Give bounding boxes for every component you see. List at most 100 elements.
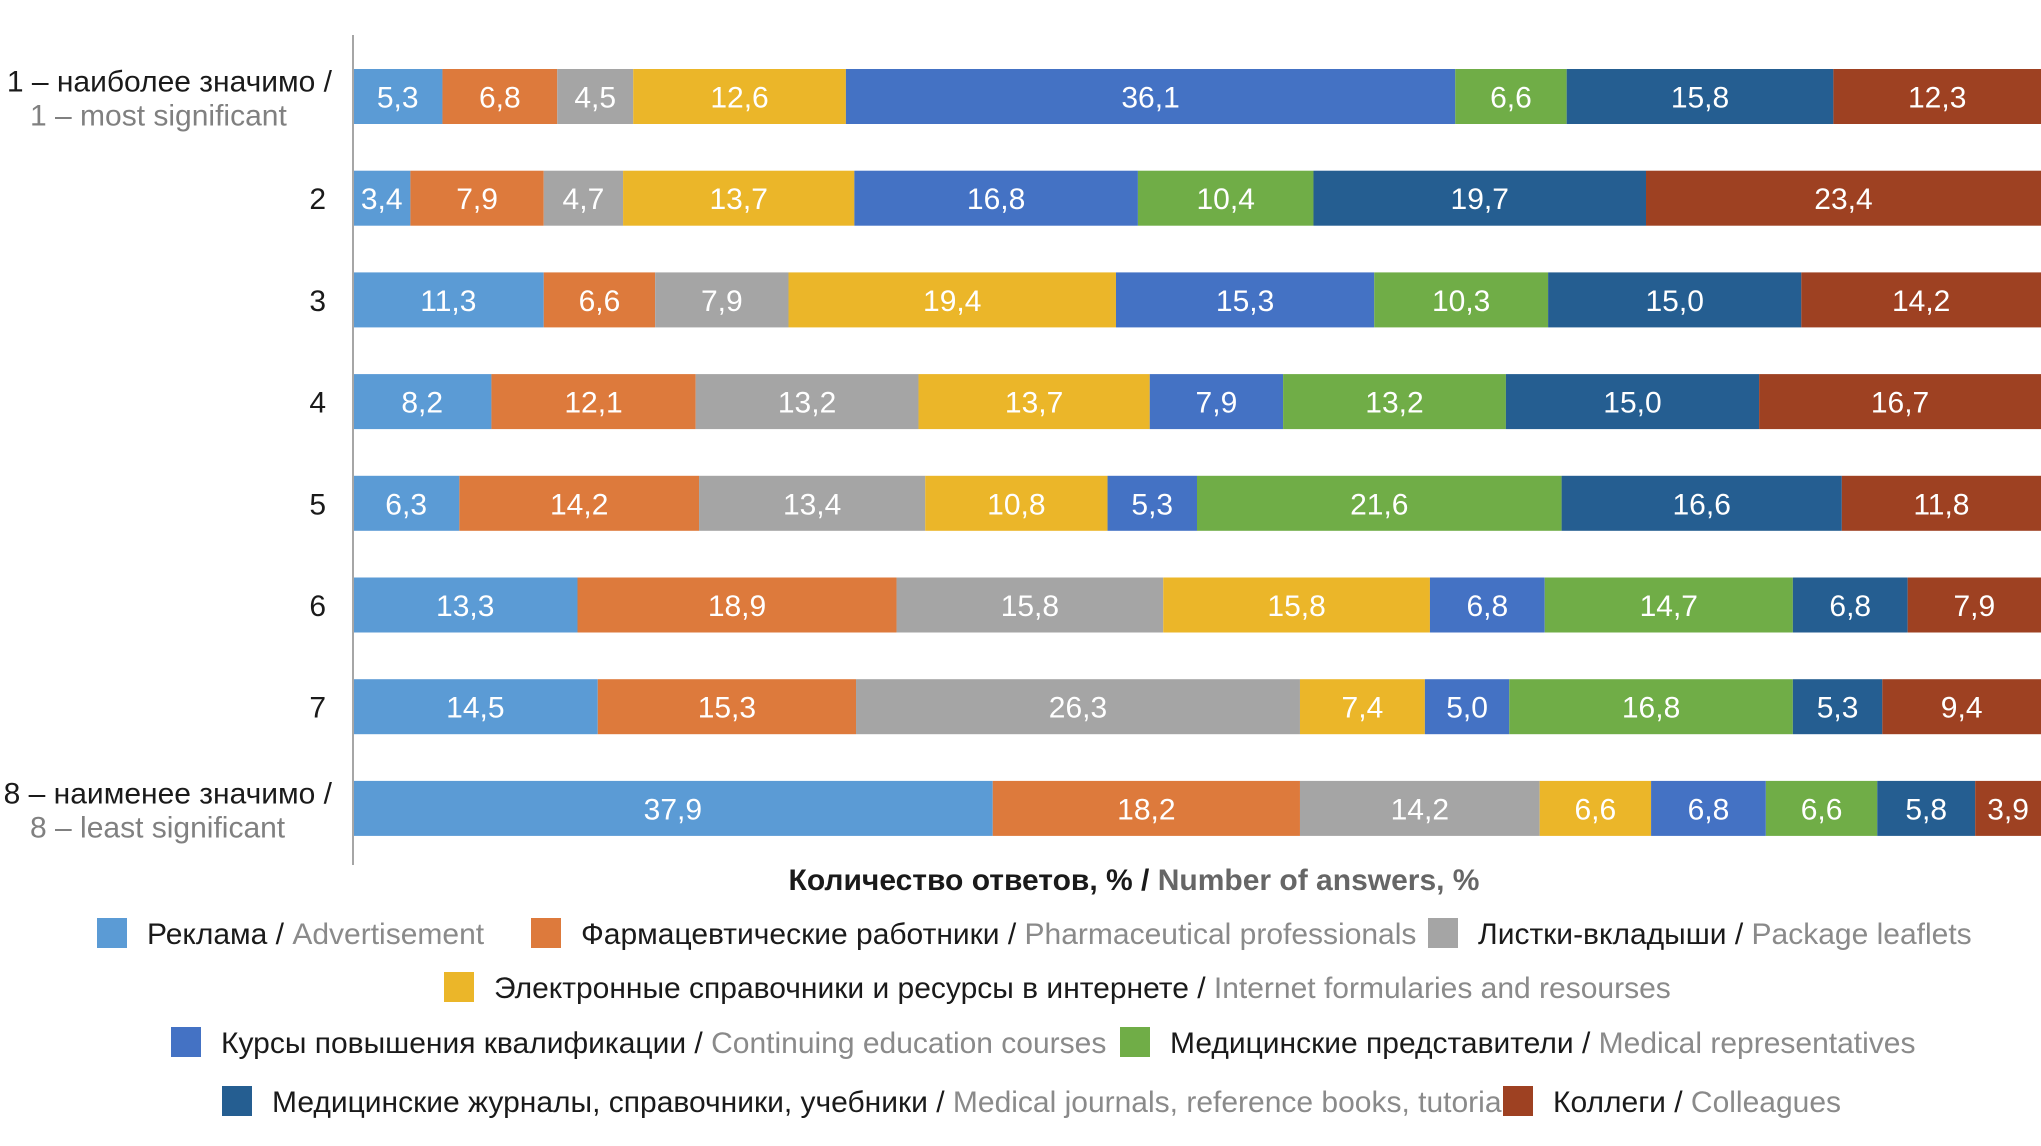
data-label: 10,8: [987, 488, 1045, 521]
bar-segment: [1299, 679, 1425, 735]
legend-swatch: [1428, 918, 1458, 948]
x-axis-title: Количество ответов, % / Number of answer…: [789, 864, 1480, 897]
legend-label-ru: Курсы повышения квалификации /: [221, 1027, 711, 1060]
data-label: 13,2: [1365, 387, 1423, 420]
legend-label-ru: Фармацевтические работники /: [581, 918, 1025, 951]
bar-segment: [353, 679, 598, 735]
legend-label: Электронные справочники и ресурсы в инте…: [494, 972, 1671, 1005]
bar-segment: [623, 170, 855, 226]
data-label: 11,3: [420, 285, 476, 318]
bar-segment: [1877, 780, 1976, 836]
bar-segment: [1792, 577, 1908, 633]
bar-segment: [992, 780, 1300, 836]
data-label: 5,3: [1817, 692, 1859, 725]
y-tick-label-en: 1 – most significant: [30, 100, 287, 133]
y-tick-label-en: 8 – least significant: [30, 811, 286, 844]
data-label: 13,2: [778, 387, 836, 420]
legend-label: Коллеги / Colleagues: [1553, 1086, 1841, 1119]
bar-segment: [1115, 272, 1375, 328]
data-label: 6,6: [579, 285, 621, 318]
bar-segment: [442, 69, 558, 124]
bar-segment: [459, 475, 700, 531]
data-label: 12,3: [1908, 82, 1966, 115]
bar-segment: [1299, 780, 1540, 836]
legend-label-ru: Листки-вкладыши /: [1478, 918, 1752, 951]
data-label: 5,3: [1131, 488, 1173, 521]
bar-segment: [410, 170, 544, 226]
bar-segment: [353, 577, 578, 633]
legend-label-ru: Коллеги /: [1553, 1086, 1691, 1119]
data-label: 4,7: [563, 183, 605, 216]
legend-label-ru: Реклама /: [147, 918, 292, 951]
bar-segment: [1509, 679, 1793, 735]
data-label: 15,0: [1603, 387, 1661, 420]
data-label: 4,5: [574, 82, 616, 115]
legend-label-en: Continuing education courses: [711, 1027, 1106, 1060]
data-label: 6,6: [1575, 793, 1617, 826]
bar-segment: [1801, 272, 2041, 328]
x-axis-title-ru: Количество ответов, % /: [789, 864, 1158, 897]
data-label: 14,7: [1640, 590, 1698, 623]
bar-segment: [1841, 475, 2041, 531]
bar-segment: [1907, 577, 2041, 633]
bar-segment: [788, 272, 1116, 328]
data-label: 15,0: [1646, 285, 1704, 318]
data-label: 5,3: [377, 82, 419, 115]
data-label: 10,3: [1432, 285, 1490, 318]
data-label: 16,8: [967, 183, 1025, 216]
bar-segment: [699, 475, 926, 531]
data-label: 7,9: [456, 183, 498, 216]
y-tick-label: 5: [309, 488, 326, 521]
data-label: 18,2: [1117, 793, 1175, 826]
bar-segment: [353, 374, 492, 430]
bar-segment: [1374, 272, 1549, 328]
bar-segment: [1765, 780, 1878, 836]
data-label: 14,5: [446, 692, 504, 725]
bar-segment: [1833, 69, 2041, 124]
data-label: 8,2: [401, 387, 443, 420]
bar-segment: [1107, 475, 1197, 531]
y-tick-label: 6: [309, 590, 326, 623]
bar-segment: [655, 272, 789, 328]
bar-segment: [1455, 69, 1567, 124]
bar-segment: [1313, 170, 1647, 226]
y-tick-labels: 1 – наиболее значимо /1 – most significa…: [4, 66, 333, 845]
data-label: 7,4: [1342, 692, 1384, 725]
bar-segment: [577, 577, 897, 633]
data-label: 15,8: [1001, 590, 1059, 623]
legend-label-ru: Медицинские журналы, справочники, учебни…: [272, 1086, 953, 1119]
bar-segment: [1792, 679, 1883, 735]
data-label: 3,9: [1987, 793, 2029, 826]
bar-segment: [1561, 475, 1842, 531]
data-label: 19,4: [923, 285, 981, 318]
y-tick-label: 4: [309, 387, 326, 420]
data-label: 6,3: [385, 488, 427, 521]
data-label: 3,4: [361, 183, 403, 216]
legend-swatch: [1503, 1086, 1533, 1116]
bar-segment: [353, 272, 544, 328]
bar-segment: [1882, 679, 2041, 735]
data-label: 16,6: [1673, 488, 1731, 521]
data-label: 16,7: [1871, 387, 1929, 420]
legend-label: Фармацевтические работники / Pharmaceuti…: [581, 918, 1416, 951]
data-label: 13,7: [710, 183, 768, 216]
legend-swatch: [531, 918, 561, 948]
data-label: 16,8: [1622, 692, 1680, 725]
data-label: 15,3: [1216, 285, 1274, 318]
legend-swatch: [97, 918, 127, 948]
data-label: 19,7: [1451, 183, 1509, 216]
bar-segment: [1424, 679, 1510, 735]
data-label: 23,4: [1814, 183, 1872, 216]
y-tick-label: 7: [309, 692, 326, 725]
data-label: 18,9: [708, 590, 766, 623]
data-label: 7,9: [1196, 387, 1238, 420]
legend-label-ru: Медицинские представители /: [1170, 1027, 1599, 1060]
data-label: 14,2: [1391, 793, 1449, 826]
data-label: 6,8: [1829, 590, 1871, 623]
data-label: 26,3: [1049, 692, 1107, 725]
bar-segment: [1163, 577, 1430, 633]
data-label: 6,8: [479, 82, 521, 115]
bars-group: 5,3 6,8 4,5 12,6 36,1 6,6 15,8 12,3 3,4 7,9 4,7 13,…: [353, 69, 2041, 836]
legend-label: Листки-вкладыши / Package leaflets: [1478, 918, 1972, 951]
data-label: 6,8: [1466, 590, 1508, 623]
